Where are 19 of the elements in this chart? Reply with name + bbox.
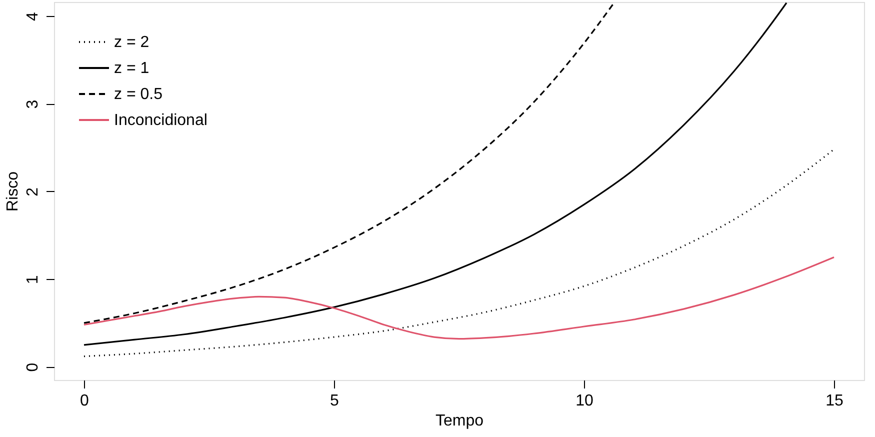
legend-label: z = 2 [114,34,150,51]
line-series [83,256,835,340]
legend-label: Inconcidional [114,112,208,129]
y-tick-label: 1 [24,275,42,284]
y-axis-title: Risco [4,171,22,212]
y-tick-label: 3 [24,100,42,109]
legend-label: z = 1 [114,60,150,77]
x-tick-label: 0 [80,392,90,410]
x-tick-label: 5 [330,392,340,410]
legend-label: z = 0.5 [114,86,163,103]
y-tick-label: 4 [24,12,42,21]
line-series [83,2,615,324]
x-axis-title: Tempo [435,412,484,430]
line-series [83,148,835,358]
x-tick-label: 10 [576,392,594,410]
y-tick-label: 0 [24,362,42,372]
x-tick-label: 15 [826,392,844,410]
line-series [83,2,788,346]
y-tick-label: 2 [24,187,42,196]
